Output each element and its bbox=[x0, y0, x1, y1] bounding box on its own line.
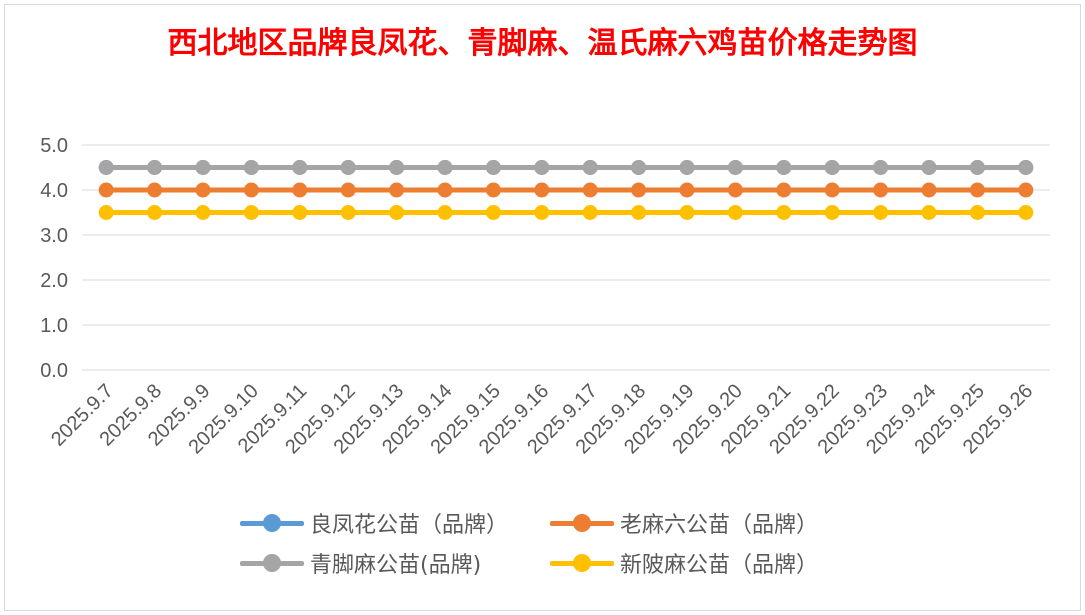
legend-item-liangfenghua: 良凤花公苗（品牌） bbox=[240, 508, 550, 538]
data-point bbox=[582, 182, 598, 198]
data-point bbox=[534, 160, 550, 175]
data-point bbox=[873, 205, 889, 220]
data-point bbox=[243, 182, 259, 198]
data-point bbox=[437, 160, 453, 175]
data-point bbox=[147, 160, 163, 175]
data-point bbox=[921, 182, 937, 198]
data-point bbox=[437, 205, 453, 220]
y-tick-label: 4.0 bbox=[40, 180, 68, 202]
data-point bbox=[631, 205, 647, 220]
data-point bbox=[340, 160, 356, 175]
data-point bbox=[195, 182, 211, 198]
data-point bbox=[776, 182, 792, 198]
legend-marker-icon bbox=[240, 553, 304, 573]
data-point bbox=[873, 160, 889, 175]
chart-area[interactable] bbox=[4, 4, 1081, 611]
data-point bbox=[582, 205, 598, 220]
data-point bbox=[389, 182, 405, 198]
legend-item-qingjiaoma: 青脚麻公苗(品牌) bbox=[240, 548, 550, 578]
legend-marker-icon bbox=[240, 513, 304, 533]
data-point bbox=[727, 160, 743, 175]
data-point bbox=[98, 160, 114, 175]
data-point bbox=[824, 205, 840, 220]
data-point bbox=[147, 205, 163, 220]
data-point bbox=[485, 205, 501, 220]
data-point bbox=[969, 205, 985, 220]
legend-label: 青脚麻公苗(品牌) bbox=[310, 553, 482, 578]
legend-dot bbox=[573, 554, 591, 572]
legend-marker-icon bbox=[550, 513, 614, 533]
chart-legend: 良凤花公苗（品牌） 老麻六公苗（品牌） 青脚麻公苗(品牌) 新陂麻公苗（品牌） bbox=[240, 508, 880, 578]
y-tick-label: 5.0 bbox=[40, 135, 68, 157]
y-tick-label: 3.0 bbox=[40, 225, 68, 247]
data-point bbox=[969, 182, 985, 198]
legend-item-laomaliu: 老麻六公苗（品牌） bbox=[550, 508, 860, 538]
data-point bbox=[534, 205, 550, 220]
legend-dot bbox=[263, 514, 281, 532]
data-point bbox=[824, 160, 840, 175]
data-point bbox=[292, 182, 308, 198]
data-point bbox=[534, 182, 550, 198]
data-point bbox=[340, 205, 356, 220]
legend-label: 老麻六公苗（品牌） bbox=[620, 513, 819, 538]
data-point bbox=[679, 182, 695, 198]
data-point bbox=[921, 205, 937, 220]
data-point bbox=[1018, 205, 1034, 220]
data-point bbox=[776, 205, 792, 220]
data-point bbox=[195, 205, 211, 220]
legend-marker-icon bbox=[550, 553, 614, 573]
data-point bbox=[969, 160, 985, 175]
data-point bbox=[98, 205, 114, 220]
data-point bbox=[485, 182, 501, 198]
y-tick-label: 0.0 bbox=[40, 360, 68, 382]
data-point bbox=[243, 205, 259, 220]
data-point bbox=[582, 160, 598, 175]
data-point bbox=[147, 182, 163, 198]
data-point bbox=[679, 160, 695, 175]
y-tick-label: 2.0 bbox=[40, 270, 68, 292]
y-tick-label: 1.0 bbox=[40, 315, 68, 337]
legend-dot bbox=[573, 514, 591, 532]
data-point bbox=[1018, 160, 1034, 175]
data-point bbox=[1018, 182, 1034, 198]
chart-title: 西北地区品牌良凤花、青脚麻、温氏麻六鸡苗价格走势图 bbox=[167, 26, 918, 61]
data-point bbox=[195, 160, 211, 175]
data-point bbox=[340, 182, 356, 198]
legend-item-xinbeima: 新陂麻公苗（品牌） bbox=[550, 548, 860, 578]
data-point bbox=[437, 182, 453, 198]
data-point bbox=[292, 205, 308, 220]
data-point bbox=[727, 205, 743, 220]
data-point bbox=[776, 160, 792, 175]
data-point bbox=[921, 160, 937, 175]
data-point bbox=[679, 205, 695, 220]
data-point bbox=[389, 160, 405, 175]
data-point bbox=[485, 160, 501, 175]
data-point bbox=[631, 182, 647, 198]
data-point bbox=[824, 182, 840, 198]
legend-dot bbox=[263, 554, 281, 572]
legend-label: 良凤花公苗（品牌） bbox=[310, 513, 509, 538]
data-point bbox=[727, 182, 743, 198]
data-point bbox=[631, 160, 647, 175]
data-point bbox=[292, 160, 308, 175]
data-point bbox=[98, 182, 114, 198]
data-point bbox=[389, 205, 405, 220]
data-point bbox=[873, 182, 889, 198]
data-point bbox=[243, 160, 259, 175]
legend-label: 新陂麻公苗（品牌） bbox=[620, 553, 819, 578]
